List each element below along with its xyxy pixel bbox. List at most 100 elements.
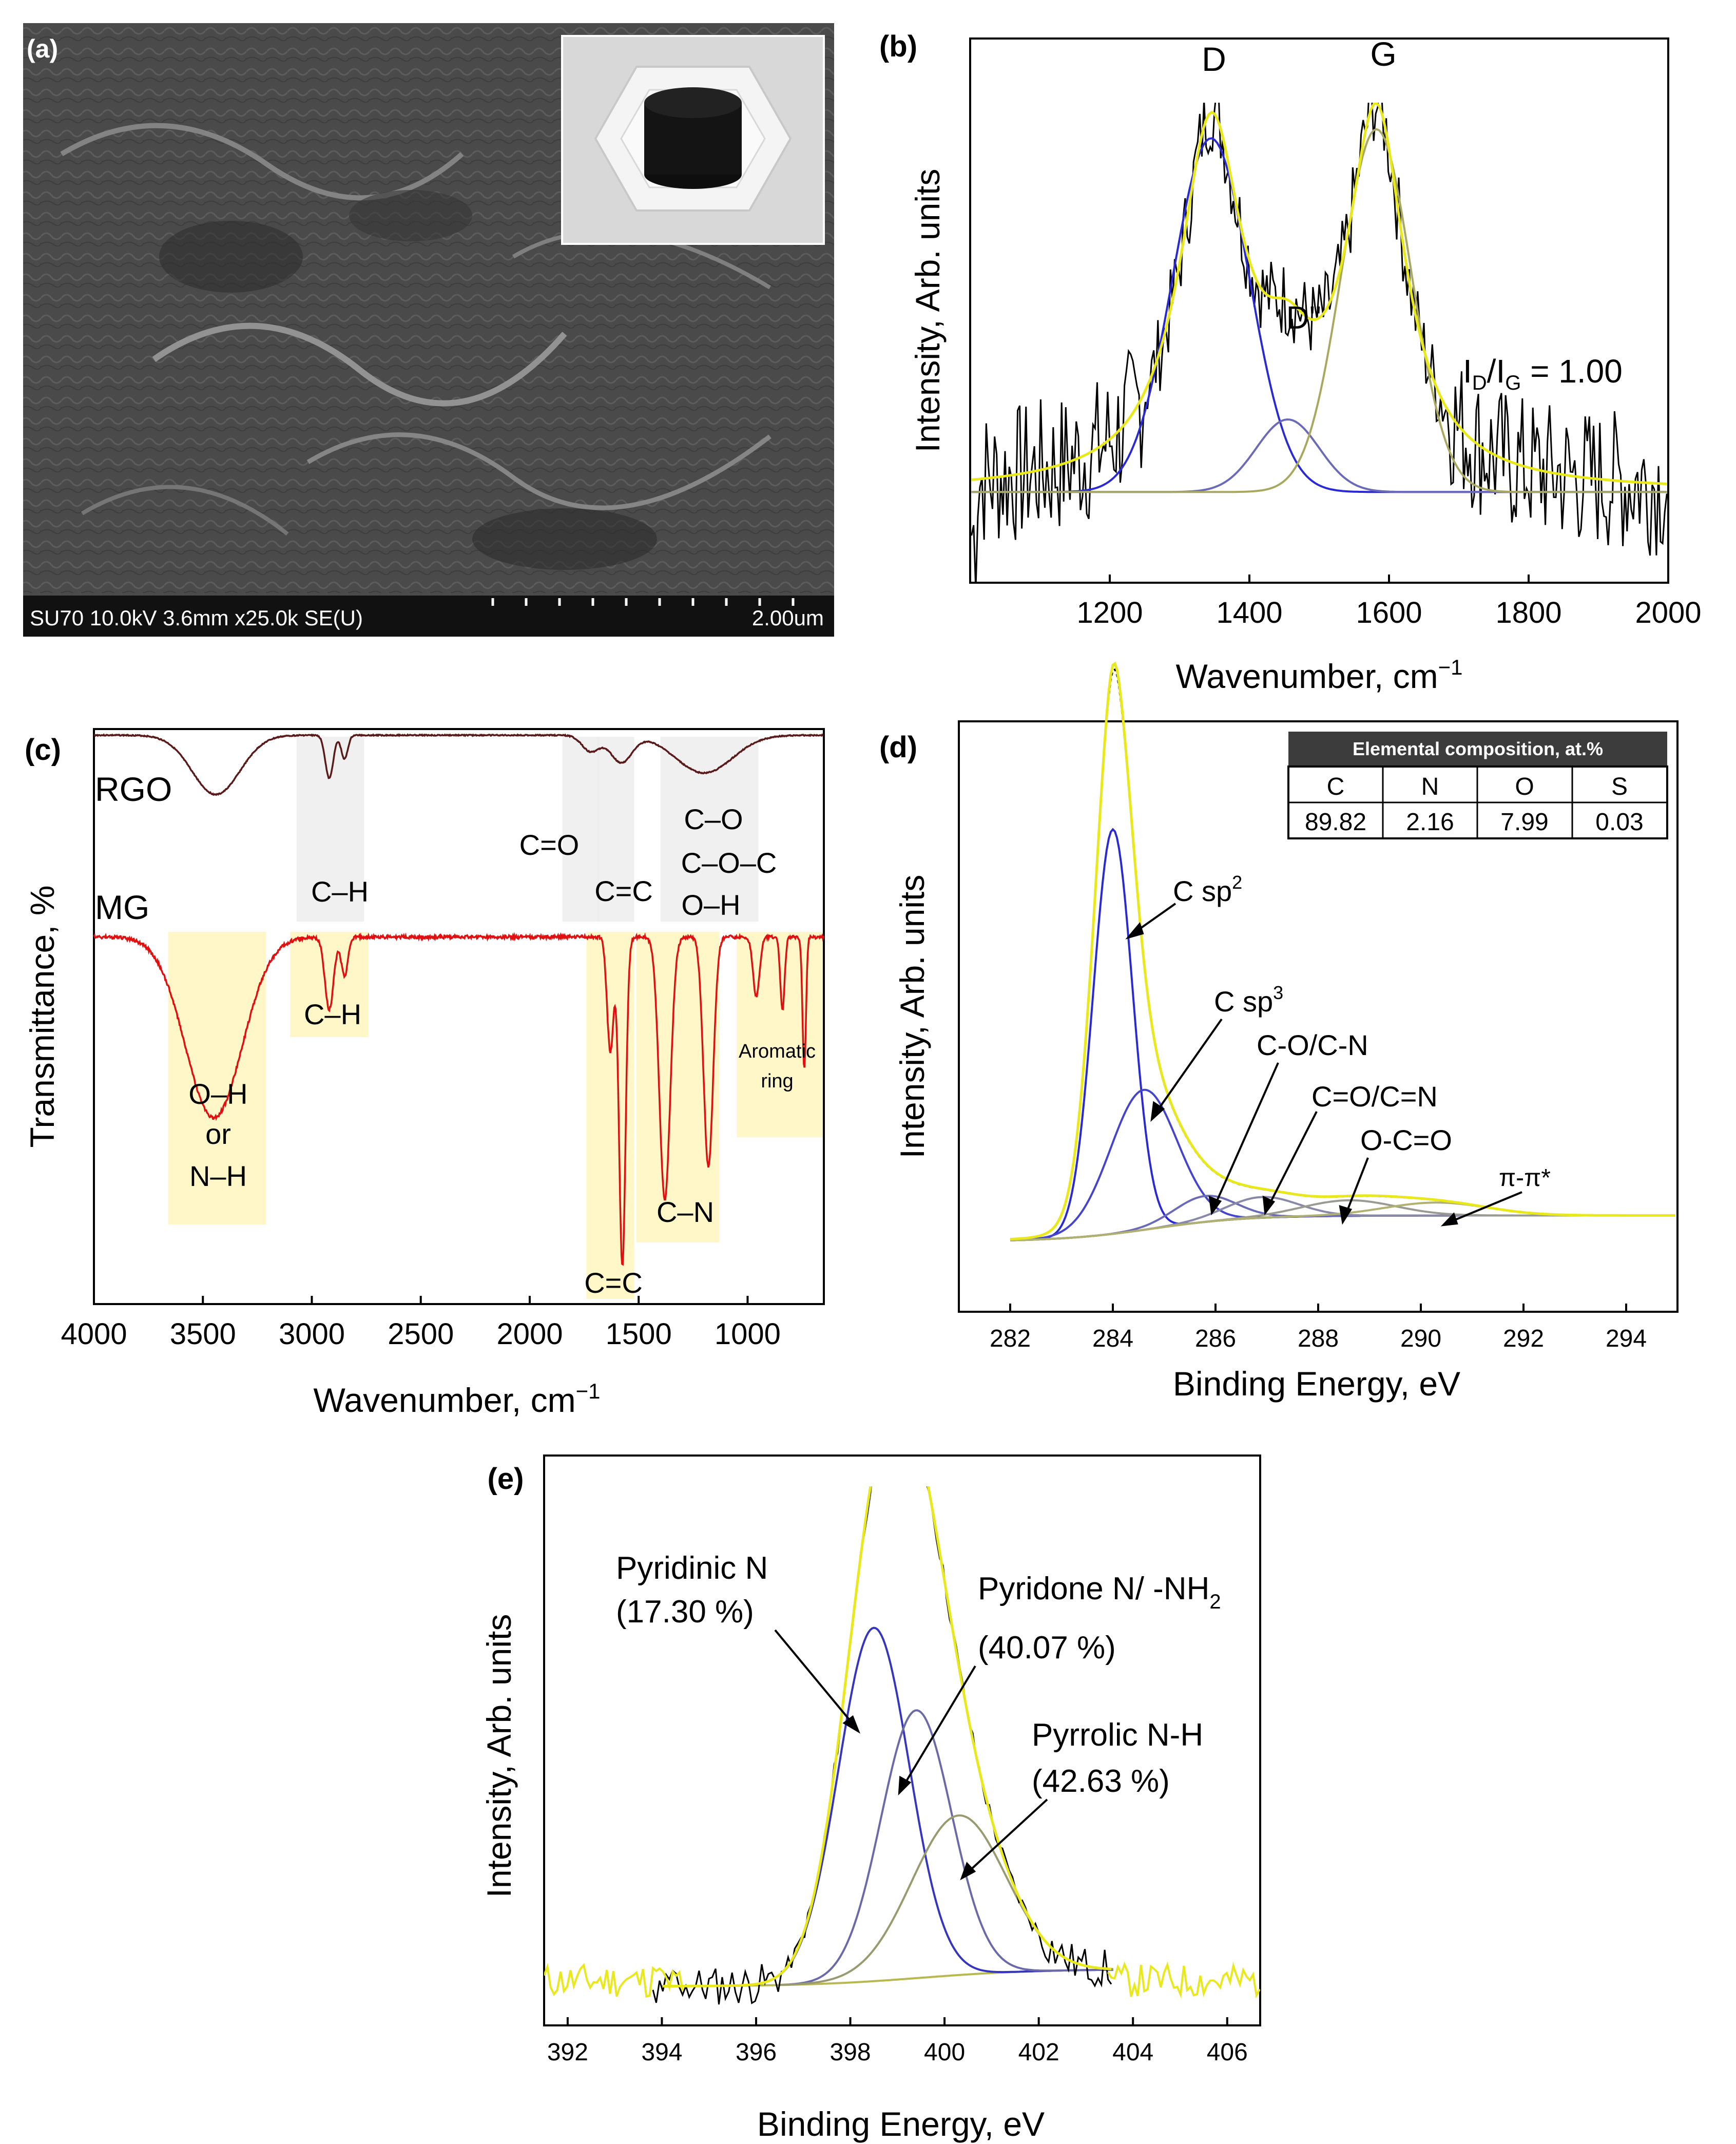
id-ig-ratio: ID/IG = 1.00 xyxy=(1463,353,1623,394)
peak-g-label: G xyxy=(1370,35,1396,73)
panel-b: (b) 1200 1400 1600 1800 2000 D D'' G ID/IG =… xyxy=(879,30,1702,695)
table-value-n: 2.16 xyxy=(1406,809,1454,836)
plot-e-xaxis: 392 394 396 398 400 402 404 406 xyxy=(547,2017,1248,2066)
mg-band-ch: C–H xyxy=(304,998,361,1030)
xps-n-tail-right xyxy=(1107,1961,1260,1999)
mg-band-box xyxy=(290,932,369,1037)
rgo-band-box xyxy=(660,737,759,922)
plot-c-x-tick-label: 1000 xyxy=(715,1317,781,1351)
plot-d-x-tick-label: 286 xyxy=(1195,1325,1236,1352)
panel-b-label: (b) xyxy=(879,30,917,63)
mg-band-cc: C=C xyxy=(584,1267,643,1299)
label-pyridinic-pct: (17.30 %) xyxy=(616,1594,754,1630)
raman-fit-line xyxy=(971,103,1667,485)
annotation-arrows-d xyxy=(1125,903,1522,1227)
label-csp2: C sp2 xyxy=(1173,872,1242,907)
table-value-s: 0.03 xyxy=(1595,809,1643,836)
plot-c-x-tick-label: 3500 xyxy=(170,1317,236,1351)
label-pyridone: Pyridone N/ -NH2 xyxy=(978,1571,1221,1613)
panel-c: (c) 4000 3500 3000 2500 2000 1500 1000 RGO MG … xyxy=(23,728,825,1419)
mg-band-or: or xyxy=(205,1118,231,1150)
rgo-band-box xyxy=(597,737,634,922)
plot-d-x-tick-label: 288 xyxy=(1298,1325,1339,1352)
plot-e-x-tick-label: 400 xyxy=(924,2039,965,2066)
peak-dpp-label: D'' xyxy=(1286,300,1321,336)
mg-band-cn: C–N xyxy=(657,1196,714,1228)
table-header-c: C xyxy=(1327,773,1345,800)
plot-b-ylabel: Intensity, Arb. units xyxy=(909,169,947,453)
plot-d-x-tick-label: 290 xyxy=(1400,1325,1441,1352)
plot-e-xlabel: Binding Energy, eV xyxy=(757,2105,1045,2143)
xps-n-baseline xyxy=(662,1968,1112,1987)
plot-c-frame xyxy=(93,728,825,1305)
plot-b-x-tick-label: 1800 xyxy=(1495,596,1561,629)
mg-band-box xyxy=(168,932,266,1224)
plot-b-x-tick-label: 2000 xyxy=(1635,596,1701,629)
mg-band-box xyxy=(636,932,720,1242)
panel-c-label: (c) xyxy=(25,733,61,767)
table-title: Elemental composition, at.% xyxy=(1353,738,1603,759)
plot-b-x-tick-label: 1400 xyxy=(1216,596,1282,629)
rgo-band-co: C=O xyxy=(519,829,580,861)
plot-e-x-tick-label: 404 xyxy=(1112,2039,1153,2066)
ftir-line-rgo xyxy=(93,733,824,796)
plot-c-x-tick-label: 3000 xyxy=(279,1317,345,1351)
plot-b-xaxis: 1200 1400 1600 1800 2000 xyxy=(1076,575,1702,629)
sem-flakes xyxy=(60,123,771,570)
label-oco: O-C=O xyxy=(1360,1124,1452,1156)
rgo-band-oh: O–H xyxy=(681,889,740,921)
sem-scale-ticks xyxy=(491,598,795,606)
table-value-o: 7.99 xyxy=(1500,809,1548,836)
xps-n-fit xyxy=(663,1486,1112,1988)
xps-n-tail-left xyxy=(544,1963,684,1998)
rgo-band-c-o: C–O xyxy=(684,803,743,835)
plot-e-x-tick-label: 392 xyxy=(547,2039,588,2066)
plot-c-ylabel: Transmittance, % xyxy=(23,885,61,1147)
rgo-band-box xyxy=(296,737,364,922)
plot-d-x-tick-label: 294 xyxy=(1606,1325,1647,1352)
table-header-s: S xyxy=(1611,773,1628,800)
annotation-arrows-e xyxy=(774,1629,1048,1881)
plot-c-xlabel: Wavenumber, cm−1 xyxy=(314,1379,601,1419)
sample-pellet xyxy=(644,87,742,118)
panel-e: (e) 392 394 396 398 400 402 404 406 Pyridinic N… xyxy=(480,1454,1261,2143)
raman-raw-line xyxy=(971,103,1668,583)
panel-e-label: (e) xyxy=(488,1462,524,1496)
series-label-mg: MG xyxy=(95,888,149,926)
plot-b-xlabel: Wavenumber, cm−1 xyxy=(1176,655,1463,695)
rgo-band-cc: C=C xyxy=(594,875,653,907)
xps-n-component xyxy=(779,1709,1113,1986)
series-label-rgo: RGO xyxy=(95,770,172,808)
inset-photo xyxy=(561,35,825,245)
table-header-o: O xyxy=(1515,773,1534,800)
label-pyridone-pct: (40.07 %) xyxy=(978,1630,1116,1666)
label-ceo-cen: C=O/C=N xyxy=(1311,1080,1438,1113)
panel-d: (d) 282 284 286 288 290 292 294 C sp2 C sp3 C-… xyxy=(879,661,1679,1403)
rgo-band-coc: C–O–C xyxy=(681,847,777,879)
rgo-band-ch: C–H xyxy=(311,875,369,908)
xps-n-component xyxy=(779,1814,1113,1986)
mg-band-box xyxy=(737,932,824,1137)
sem-info-bar xyxy=(23,596,834,637)
rgo-band-box xyxy=(562,737,600,922)
plot-d-xaxis: 282 284 286 288 290 292 294 xyxy=(990,1304,1647,1352)
panel-a-label: (a) xyxy=(27,34,58,63)
plot-c-x-tick-label: 2000 xyxy=(496,1317,563,1351)
sem-info-text: SU70 10.0kV 3.6mm x25.0k SE(U) xyxy=(30,606,363,630)
plot-e-x-tick-label: 402 xyxy=(1018,2039,1059,2066)
sem-scale-label: 2.00um xyxy=(752,606,824,630)
plot-d-x-tick-label: 292 xyxy=(1503,1325,1544,1352)
ftir-line-mg xyxy=(93,932,824,1266)
plot-c-x-tick-label: 1500 xyxy=(606,1317,672,1351)
plot-c-x-tick-label: 2500 xyxy=(388,1317,454,1351)
mg-band-box xyxy=(586,932,634,1299)
plot-e-x-tick-label: 396 xyxy=(736,2039,777,2066)
label-csp3: C sp3 xyxy=(1214,982,1283,1018)
label-pyridinic: Pyridinic N xyxy=(616,1550,768,1586)
mg-band-oh: O–H xyxy=(188,1078,247,1110)
panel-d-label: (d) xyxy=(879,731,917,764)
plot-b-frame xyxy=(969,37,1669,584)
plot-c-series xyxy=(93,733,824,1266)
plot-b-x-tick-label: 1600 xyxy=(1356,596,1422,629)
raman-peak-G xyxy=(971,128,1667,493)
